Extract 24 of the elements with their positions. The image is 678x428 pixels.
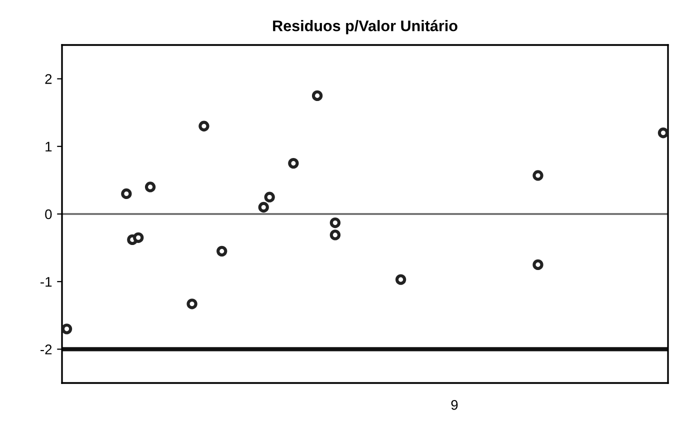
point	[330, 217, 341, 228]
y-tick-label: 0	[45, 209, 52, 220]
point	[330, 230, 341, 240]
y-tick-label: 1	[46, 142, 52, 152]
point	[264, 192, 275, 202]
x-tick-label: 9	[451, 400, 458, 410]
point	[288, 158, 299, 169]
point	[216, 246, 228, 257]
point	[62, 324, 72, 334]
chart-title: Residuos p/Valor Unitário	[273, 20, 458, 34]
point	[198, 120, 210, 132]
y-tick-label: -2	[40, 344, 52, 354]
point	[121, 188, 132, 200]
point	[532, 259, 544, 270]
point	[312, 90, 323, 102]
point	[658, 128, 668, 138]
point	[532, 170, 544, 181]
point	[133, 232, 144, 243]
y-tick-label: -1	[40, 277, 52, 287]
point	[186, 298, 198, 310]
point	[395, 274, 406, 285]
y-tick-label: 2	[45, 74, 52, 84]
point	[144, 182, 156, 192]
point	[258, 202, 269, 213]
